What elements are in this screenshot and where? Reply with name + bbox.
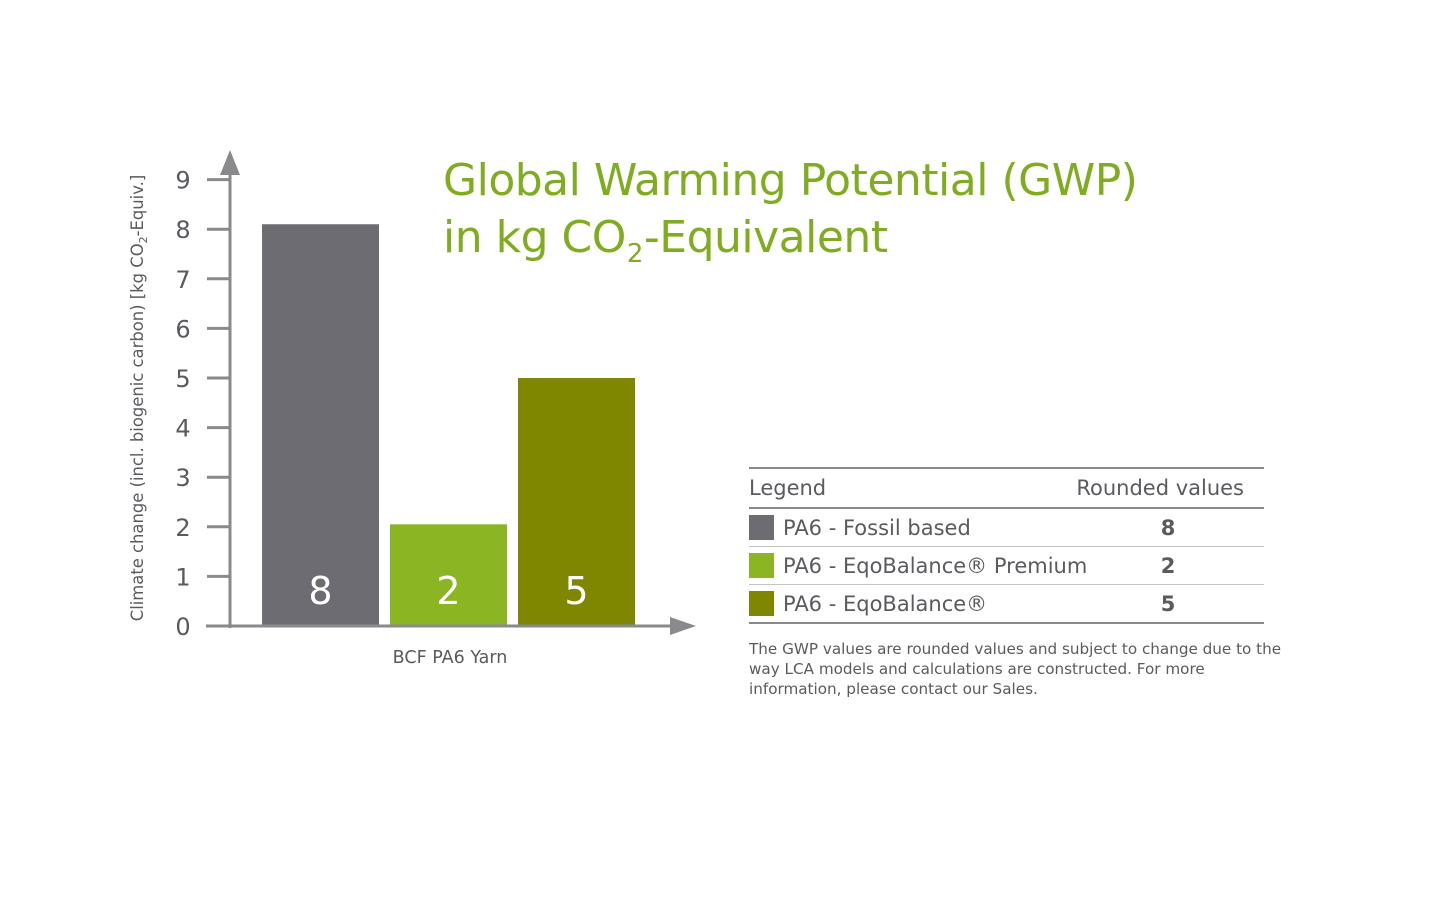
y-tick-label-3: 3 [175, 464, 190, 492]
bar-data-label-0: 8 [308, 569, 332, 613]
title-line2-pre: in kg CO [443, 212, 626, 263]
legend-swatch-fossil [749, 515, 774, 540]
legend-header-values: Rounded values [1076, 476, 1244, 500]
y-axis-title-pre: Climate change (incl. biogenic carbon) [… [128, 243, 147, 621]
y-axis-title: Climate change (incl. biogenic carbon) [… [128, 175, 150, 622]
title-line2-sub: 2 [626, 239, 644, 269]
y-tick-label-2: 2 [175, 514, 190, 542]
title-line2-post: -Equivalent [643, 212, 888, 263]
x-axis-category-label: BCF PA6 Yarn [393, 648, 508, 668]
legend-row: PA6 - EqoBalance® 5 [749, 585, 1264, 624]
legend-top-rule [749, 467, 1264, 469]
bar-1 [390, 524, 507, 626]
legend-swatch-eqobalance [749, 591, 774, 616]
y-tick-label-8: 8 [175, 216, 190, 244]
y-tick-label-6: 6 [175, 315, 190, 343]
legend-row-value: 2 [1160, 553, 1176, 578]
chart-title-line1: Global Warming Potential (GWP) [443, 155, 1138, 206]
legend-header: Legend Rounded values [749, 469, 1264, 509]
legend-row-value: 8 [1160, 515, 1176, 540]
legend-row: PA6 - Fossil based 8 [749, 509, 1264, 547]
legend-row-value: 5 [1160, 591, 1176, 616]
y-tick-label-1: 1 [175, 563, 190, 591]
y-tick-label-7: 7 [175, 266, 190, 294]
bar-2 [518, 378, 635, 626]
legend-row-label: PA6 - Fossil based [783, 515, 971, 540]
y-tick-label-0: 0 [175, 613, 190, 641]
y-tick-label-4: 4 [175, 415, 190, 443]
y-axis-title-sub: 2 [137, 236, 150, 243]
y-tick-label-5: 5 [175, 365, 190, 393]
legend-table: Legend Rounded values PA6 - Fossil based… [749, 467, 1264, 624]
legend-swatch-premium [749, 553, 774, 578]
x-axis-arrow-icon [670, 617, 696, 635]
y-tick-label-9: 9 [175, 167, 190, 195]
disclaimer-note: The GWP values are rounded values and su… [749, 640, 1282, 698]
legend-row-label: PA6 - EqoBalance® Premium [783, 553, 1088, 578]
bar-data-label-2: 5 [564, 569, 588, 613]
legend-row-label: PA6 - EqoBalance® [783, 591, 988, 616]
chart-title: Global Warming Potential (GWP) in kg CO2… [443, 152, 1138, 273]
legend-header-label: Legend [749, 476, 827, 500]
y-axis-title-post: -Equiv.] [128, 175, 147, 237]
bar-0 [262, 224, 379, 627]
bar-data-label-1: 2 [436, 569, 460, 613]
legend-row: PA6 - EqoBalance® Premium 2 [749, 547, 1264, 585]
y-axis-arrow-icon [220, 150, 240, 175]
chart-title-line2: in kg CO2-Equivalent [443, 209, 1137, 273]
